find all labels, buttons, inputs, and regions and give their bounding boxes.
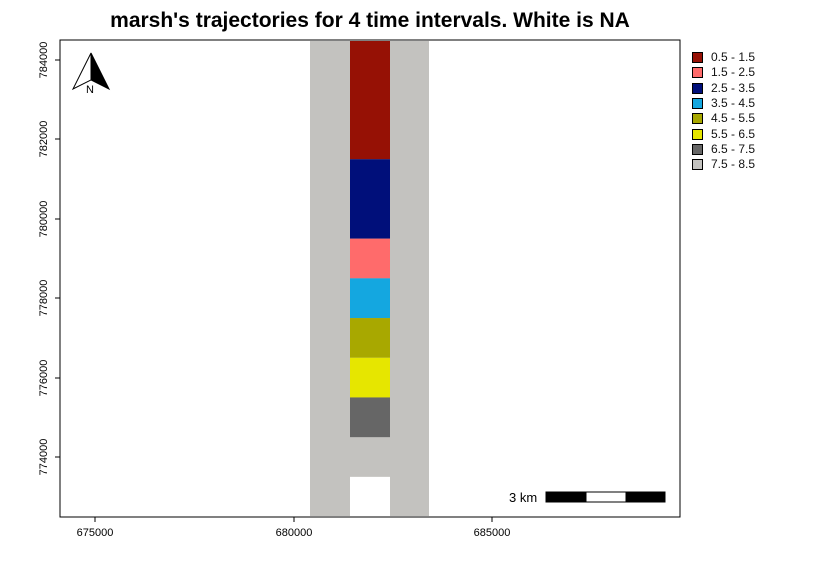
raster-cell [350, 238, 390, 279]
x-tick-label: 675000 [76, 527, 114, 539]
raster-cell [350, 159, 390, 239]
legend-label: 1.5 - 2.5 [711, 65, 756, 80]
raster-cell [350, 357, 390, 398]
legend-swatch [692, 143, 703, 155]
y-tick-label: 778000 [38, 279, 50, 317]
x-axis-ticks [94, 517, 493, 522]
legend-label: 4.5 - 5.5 [711, 111, 756, 126]
legend-label: 3.5 - 4.5 [711, 95, 756, 110]
legend-swatch [692, 67, 703, 79]
legend-swatch [692, 82, 703, 94]
north-arrow-label: N [86, 84, 94, 96]
x-tick-label: 680000 [275, 527, 313, 539]
x-tick-label: 685000 [473, 527, 511, 539]
legend-swatch [692, 97, 703, 109]
raster-cell [350, 278, 390, 319]
legend-label: 5.5 - 6.5 [711, 126, 756, 141]
map-title: marsh's trajectories for 4 time interval… [110, 9, 630, 32]
legend-label: 7.5 - 8.5 [711, 157, 756, 172]
legend-swatch [692, 113, 703, 125]
y-tick-label: 776000 [38, 359, 50, 397]
y-axis-ticks [55, 59, 60, 458]
y-tick-label: 782000 [38, 120, 50, 158]
legend-swatch [692, 159, 703, 171]
legend-swatch [692, 128, 703, 140]
raster-cells [350, 41, 390, 516]
scale-bar [545, 491, 666, 503]
raster-cell [350, 318, 390, 358]
legend-swatch [692, 52, 703, 63]
y-tick-label: 774000 [38, 438, 50, 476]
north-arrow-icon [71, 52, 111, 91]
raster-cell [350, 397, 390, 438]
legend-label: 6.5 - 7.5 [711, 141, 756, 156]
y-tick-label: 780000 [38, 200, 50, 238]
legend-label: 2.5 - 3.5 [711, 80, 756, 95]
raster-cell [350, 41, 390, 160]
raster-cell [350, 476, 390, 516]
legend-label: 0.5 - 1.5 [711, 50, 756, 64]
scale-bar-label: 3 km [509, 490, 538, 505]
y-tick-label: 784000 [38, 41, 50, 79]
